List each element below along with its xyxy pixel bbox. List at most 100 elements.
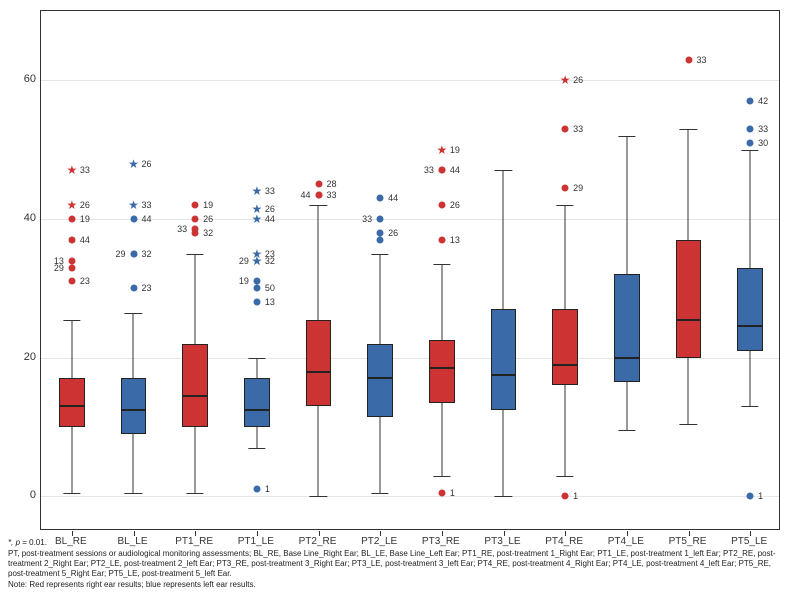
outlier-marker (377, 229, 384, 236)
outlier-marker (68, 257, 75, 264)
boxplot-PT3_RE (429, 11, 455, 531)
y-tick-label: 40 (24, 212, 36, 224)
outlier-marker: ★ (251, 255, 262, 267)
x-tick-label: PT1_LE (238, 536, 274, 547)
outlier-marker: ★ (128, 158, 139, 170)
outlier-label: 29 (54, 263, 64, 273)
x-tick-label: PT3_RE (422, 536, 460, 547)
outlier-marker: ★ (251, 213, 262, 225)
outlier-label: 19 (239, 276, 249, 286)
x-tick-label: PT2_RE (299, 536, 337, 547)
boxplot-PT1_LE (244, 11, 270, 531)
outlier-label: 26 (573, 75, 583, 85)
x-tick-label: PT2_LE (361, 536, 397, 547)
outlier-marker (438, 489, 445, 496)
outlier-marker: ★ (128, 199, 139, 211)
outlier-marker (192, 229, 199, 236)
outlier-marker (747, 139, 754, 146)
outlier-marker: ★ (560, 74, 571, 86)
outlier-marker (68, 236, 75, 243)
x-tick-label: BL_RE (55, 536, 87, 547)
outlier-marker (253, 299, 260, 306)
outlier-label: 26 (142, 159, 152, 169)
outlier-label: 23 (142, 283, 152, 293)
outlier-label: 33 (424, 165, 434, 175)
outlier-label: 32 (142, 249, 152, 259)
outlier-label: 44 (450, 165, 460, 175)
outlier-label: 1 (758, 491, 763, 501)
outlier-label: 1 (265, 484, 270, 494)
outlier-marker: ★ (66, 199, 77, 211)
outlier-label: 1 (450, 488, 455, 498)
x-tick-label: PT4_LE (608, 536, 644, 547)
outlier-marker (747, 493, 754, 500)
outlier-marker (130, 250, 137, 257)
gridline (41, 219, 779, 220)
outlier-marker (562, 493, 569, 500)
outlier-label: 44 (301, 190, 311, 200)
outlier-marker (377, 195, 384, 202)
outlier-label: 26 (388, 228, 398, 238)
outlier-marker (130, 216, 137, 223)
outlier-label: 26 (80, 200, 90, 210)
outlier-label: 50 (265, 283, 275, 293)
x-tick-label: PT3_LE (484, 536, 520, 547)
boxplot-PT1_RE (182, 11, 208, 531)
boxplot-PT3_LE (491, 11, 517, 531)
outlier-marker (747, 125, 754, 132)
footnote-colors: Note: Red represents right ear results; … (8, 580, 788, 590)
outlier-marker (438, 202, 445, 209)
outlier-label: 32 (265, 256, 275, 266)
outlier-marker (438, 167, 445, 174)
x-tick-label: BL_LE (117, 536, 147, 547)
outlier-marker (438, 236, 445, 243)
outlier-label: 33 (327, 190, 337, 200)
outlier-marker (315, 191, 322, 198)
outlier-marker: ★ (66, 164, 77, 176)
outlier-label: 33 (80, 165, 90, 175)
x-tick-label: PT1_RE (175, 536, 213, 547)
boxplot-PT4_RE (552, 11, 578, 531)
outlier-label: 26 (203, 214, 213, 224)
outlier-label: 19 (203, 200, 213, 210)
outlier-label: 44 (388, 193, 398, 203)
outlier-label: 33 (573, 124, 583, 134)
outlier-label: 42 (758, 96, 768, 106)
footnote-abbrev: PT, post-treatment sessions or audiologi… (8, 549, 788, 579)
outlier-label: 33 (142, 200, 152, 210)
outlier-label: 19 (80, 214, 90, 224)
outlier-marker (685, 56, 692, 63)
boxplot-PT4_LE (614, 11, 640, 531)
outlier-marker (68, 278, 75, 285)
outlier-label: 26 (450, 200, 460, 210)
chart-container: ★33★261944132923★26★334432292319263332★3… (0, 0, 796, 606)
outlier-label: 26 (265, 204, 275, 214)
outlier-label: 44 (142, 214, 152, 224)
outlier-marker (253, 285, 260, 292)
outlier-label: 32 (203, 228, 213, 238)
outlier-marker (68, 264, 75, 271)
x-tick-label: PT5_RE (669, 536, 707, 547)
boxplot-PT5_LE (737, 11, 763, 531)
outlier-marker (315, 181, 322, 188)
boxplot-BL_LE (121, 11, 147, 531)
outlier-label: 33 (758, 124, 768, 134)
outlier-marker (192, 216, 199, 223)
outlier-label: 13 (450, 235, 460, 245)
outlier-marker (747, 98, 754, 105)
outlier-label: 28 (327, 179, 337, 189)
outlier-label: 33 (697, 55, 707, 65)
gridline (41, 80, 779, 81)
outlier-marker: ★ (436, 144, 447, 156)
boxplot-PT2_RE (306, 11, 332, 531)
x-tick-label: PT5_LE (731, 536, 767, 547)
outlier-label: 33 (362, 214, 372, 224)
outlier-marker (377, 216, 384, 223)
gridline (41, 358, 779, 359)
outlier-label: 33 (177, 224, 187, 234)
outlier-marker (130, 285, 137, 292)
outlier-label: 33 (265, 186, 275, 196)
outlier-marker (192, 202, 199, 209)
boxplot-PT2_LE (367, 11, 393, 531)
outlier-label: 44 (265, 214, 275, 224)
